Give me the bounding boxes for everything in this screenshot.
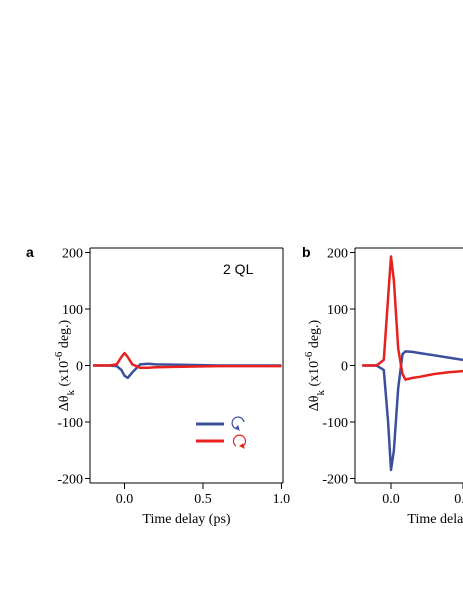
- y-axis-label-part: Δθ: [57, 395, 72, 411]
- legend-icon: [239, 443, 245, 449]
- y-tick-label: -200: [322, 472, 348, 487]
- y-tick-label: 0: [341, 360, 348, 375]
- x-tick-label: 0.5: [454, 492, 463, 507]
- y-axis-label-part: deg.): [307, 319, 322, 351]
- x-tick-label: 0.5: [194, 492, 212, 507]
- x-tick-label: 0.0: [116, 492, 134, 507]
- y-tick-label: -100: [57, 416, 83, 431]
- legend-icon: [232, 434, 247, 447]
- y-tick-label: 200: [327, 247, 348, 262]
- y-axis-label-part: -6: [53, 351, 65, 361]
- y-axis-label-part: Δθ: [307, 395, 322, 411]
- legend: [196, 416, 247, 449]
- y-tick-label: -200: [57, 472, 83, 487]
- y-tick-label: 200: [62, 247, 83, 262]
- y-axis-label-part: k: [65, 390, 77, 396]
- y-axis-label-part: -6: [303, 351, 315, 361]
- y-tick-label: 0: [76, 360, 83, 375]
- y-axis-label: Δθk (x10-6 deg.): [53, 319, 77, 411]
- y-tick-label: -100: [322, 416, 348, 431]
- y-tick-label: 100: [327, 303, 348, 318]
- y-axis-label-part: deg.): [57, 319, 72, 351]
- annotation: 2 QL: [223, 261, 254, 277]
- panel-label: a: [26, 244, 34, 260]
- data-line: [362, 350, 463, 472]
- y-axis-label-part: k: [315, 390, 327, 396]
- x-tick-label: 1.0: [273, 492, 291, 507]
- y-axis-label-part: (x10: [57, 361, 72, 390]
- x-axis-label: Time delay (ps): [407, 512, 463, 527]
- x-axis-label: Time delay (ps): [142, 512, 230, 527]
- data-line: [362, 255, 463, 381]
- data-line: [93, 351, 282, 370]
- x-tick-label: 0.0: [382, 492, 400, 507]
- panel-label: b: [302, 244, 311, 260]
- y-axis-label: Δθk (x10-6 deg.): [303, 319, 327, 411]
- legend-icon: [235, 425, 240, 432]
- legend-icon: [231, 416, 245, 430]
- y-tick-label: 100: [62, 303, 83, 318]
- y-axis-label-part: (x10: [307, 361, 322, 390]
